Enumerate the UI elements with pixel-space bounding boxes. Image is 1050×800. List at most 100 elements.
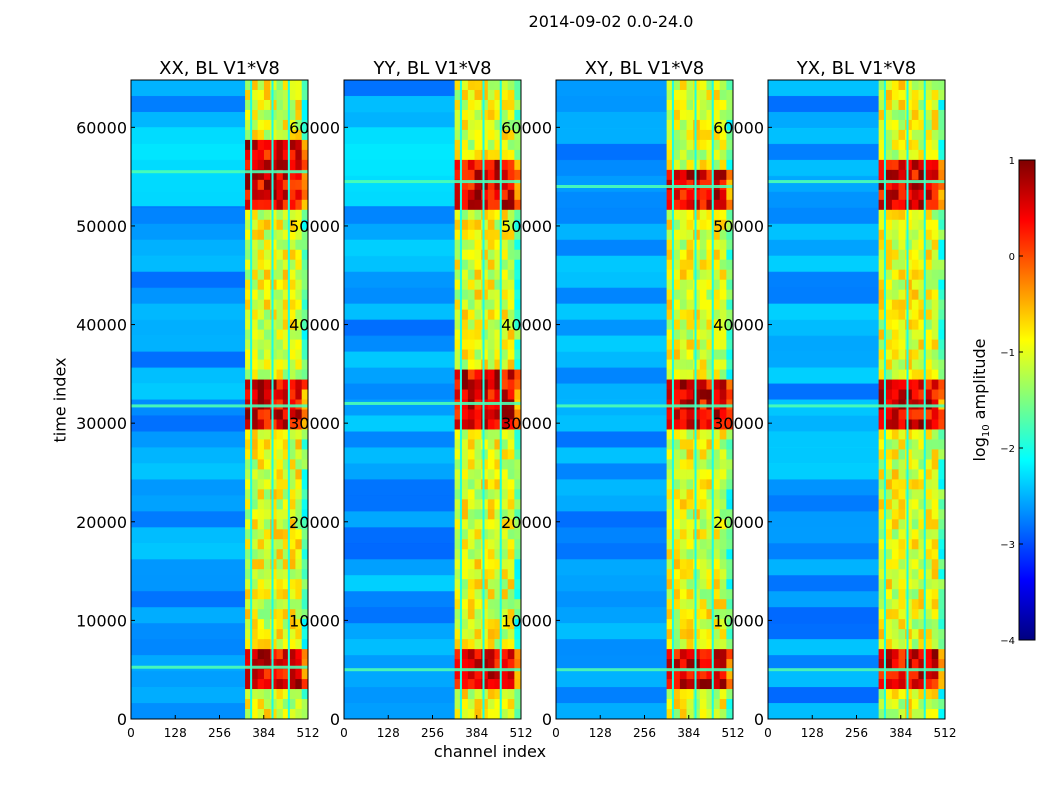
heatmap-cell (931, 239, 939, 251)
heatmap-cell (507, 619, 515, 630)
heatmap-cell (501, 629, 509, 640)
heatmap-cell (679, 169, 687, 181)
heatmap-cell (501, 309, 509, 321)
heatmap-cell (501, 229, 509, 241)
heatmap-cell (289, 139, 296, 151)
heatmap-cell (925, 469, 933, 480)
heatmap-cell (501, 679, 509, 690)
heatmap-cell (679, 619, 687, 630)
heatmap-cell (282, 80, 290, 91)
heatmap-cell (487, 199, 495, 211)
heatmap-cell (301, 409, 309, 420)
heatmap-cell (461, 319, 469, 331)
heatmap-cell (344, 287, 455, 305)
heatmap-cell (282, 169, 290, 181)
heatmap-cell (891, 359, 899, 370)
heatmap-cell (251, 269, 259, 281)
heatmap-cell (514, 599, 522, 610)
heatmap-cell (693, 289, 701, 301)
heatmap-cell (474, 119, 482, 131)
heatmap-cell (931, 449, 939, 460)
heatmap-cell (719, 669, 727, 680)
heatmap-cell (726, 409, 734, 420)
heatmap-cell (289, 679, 296, 690)
heatmap-cell (487, 239, 495, 251)
heatmap-cell (666, 669, 674, 680)
heatmap-cell (251, 489, 259, 500)
heatmap-cell (461, 409, 469, 420)
heatmap-cell (251, 509, 259, 520)
heatmap-cell (276, 679, 284, 690)
heatmap-cell (461, 689, 469, 700)
heatmap-cell (251, 229, 259, 241)
heatmap-cell (931, 369, 939, 380)
heatmap-cell (931, 459, 939, 470)
heatmap-cell (679, 679, 687, 690)
heatmap-cell (467, 689, 475, 700)
heatmap-cell (461, 619, 469, 630)
heatmap-rfi-line (906, 80, 909, 719)
heatmap-cell (768, 175, 879, 193)
heatmap-cell (282, 479, 290, 490)
heatmap-cell (898, 519, 906, 530)
heatmap-cell (699, 479, 707, 490)
heatmap-cell (282, 469, 290, 480)
heatmap-cell (679, 269, 687, 281)
heatmap-cell (282, 589, 290, 600)
heatmap-cell (878, 669, 886, 680)
heatmap-cell (706, 639, 714, 650)
heatmap-cell (938, 339, 946, 350)
heatmap-cell (898, 479, 906, 490)
heatmap-cell (911, 229, 919, 241)
heatmap-cell (666, 349, 674, 360)
heatmap-cell (918, 459, 926, 470)
heatmap-cell (344, 271, 455, 289)
heatmap-cell (679, 469, 687, 480)
heatmap-cell (726, 609, 734, 620)
heatmap-cell (344, 223, 455, 241)
y-tick-label: 20000 (289, 513, 340, 532)
heatmap-cell (713, 609, 721, 620)
heatmap-cell (282, 149, 290, 161)
heatmap-cell (666, 309, 674, 321)
heatmap-cell (673, 279, 681, 291)
heatmap-cell (507, 269, 515, 281)
heatmap-cell (713, 99, 721, 111)
heatmap-cell (507, 339, 515, 350)
heatmap-cell (679, 239, 687, 251)
heatmap-cell (289, 299, 296, 311)
heatmap-cell (276, 639, 284, 650)
heatmap-cell (673, 539, 681, 550)
heatmap-cell (679, 519, 687, 530)
heatmap-cell (467, 679, 475, 690)
heatmap-cell (719, 149, 727, 161)
heatmap-cell (289, 439, 296, 450)
heatmap-cell (706, 679, 714, 690)
heatmap-cell (474, 89, 482, 101)
heatmap-cell (673, 339, 681, 350)
colorbar-gradient (1018, 159, 1036, 641)
heatmap-cell (501, 179, 509, 191)
heatmap-cell (454, 439, 462, 450)
heatmap-cell (726, 359, 734, 370)
heatmap-cell (925, 309, 933, 321)
heatmap-cell (713, 359, 721, 370)
heatmap-cell (295, 649, 303, 660)
heatmap-cell (878, 139, 886, 151)
heatmap-cell (905, 569, 913, 580)
heatmap-cell (931, 129, 939, 141)
heatmap-cell (905, 219, 913, 231)
x-tick-label: 384 (677, 726, 700, 740)
heatmap-cell (263, 359, 271, 370)
heatmap-cell (301, 459, 309, 470)
heatmap-cell (938, 319, 946, 331)
heatmap-cell (507, 559, 515, 570)
heatmap-cell (289, 359, 296, 370)
heatmap-cell (891, 599, 899, 610)
heatmap-cell (686, 619, 694, 630)
heatmap-cell (487, 659, 495, 670)
heatmap-cell (706, 589, 714, 600)
heatmap-cell (911, 669, 919, 680)
heatmap-cell (461, 609, 469, 620)
heatmap-cell (131, 623, 246, 640)
